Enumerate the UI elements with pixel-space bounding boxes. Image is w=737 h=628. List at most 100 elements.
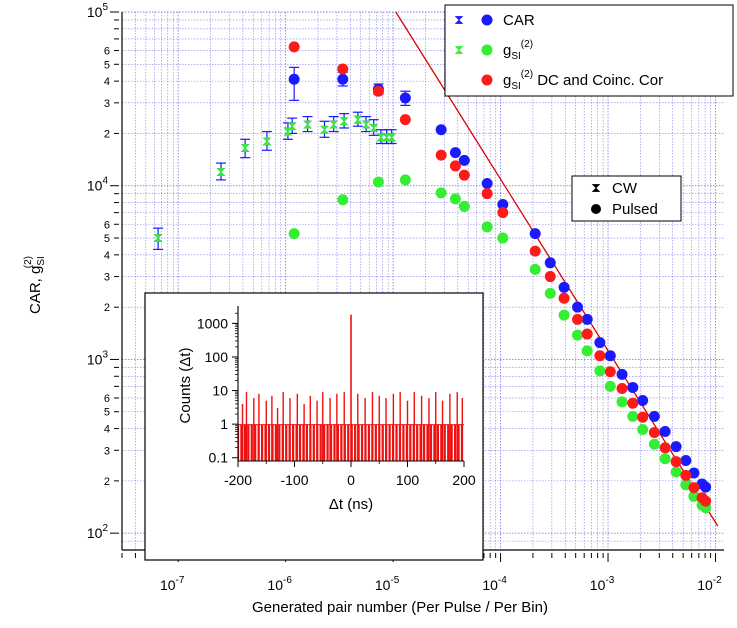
- point-pulsed: [544, 271, 556, 283]
- point-pulsed: [558, 292, 570, 304]
- point-pulsed: [700, 495, 712, 507]
- inset-chart: 0.1 1 10 100 1000 -200 -100 0 100 200 Δt (ns) Count…: [144, 292, 484, 561]
- point-pulsed: [616, 383, 628, 395]
- inset-x-tick-label: -200: [224, 472, 252, 488]
- point-pulsed: [481, 221, 493, 233]
- point-pulsed: [680, 454, 692, 466]
- point-cw: [387, 133, 397, 142]
- inset-y-tick-label: 100: [205, 349, 229, 365]
- point-cw: [369, 124, 379, 132]
- point-cw: [376, 133, 386, 142]
- point-cw: [339, 117, 349, 126]
- point-pulsed: [435, 149, 447, 161]
- legend-cw-marker: [454, 46, 464, 54]
- y-minor-label: 3: [104, 445, 110, 457]
- point-cw: [240, 144, 250, 152]
- marker-legend-label: CW: [612, 180, 638, 197]
- x-tick-label: 10-2: [697, 575, 722, 593]
- point-pulsed: [481, 177, 493, 189]
- legend-label: gSI(2): [503, 39, 533, 62]
- inset-x-tick-label: -100: [280, 472, 308, 488]
- point-pulsed: [399, 114, 411, 126]
- inset-y-tick-label: 10: [212, 383, 228, 399]
- point-pulsed: [458, 169, 470, 181]
- data-points: [153, 41, 712, 514]
- point-pulsed: [637, 424, 649, 436]
- point-pulsed: [604, 350, 616, 362]
- legend-cw-marker: [454, 16, 464, 24]
- point-pulsed: [572, 313, 584, 325]
- point-pulsed: [458, 154, 470, 166]
- inset-x-tick-label: 100: [396, 472, 420, 488]
- legend-pulsed-marker: [481, 44, 493, 56]
- inset-y-tick-label: 1: [220, 416, 228, 432]
- point-cw: [287, 122, 297, 131]
- point-pulsed: [637, 411, 649, 423]
- point-cw: [353, 115, 363, 124]
- point-pulsed: [680, 469, 692, 481]
- point-pulsed: [372, 85, 384, 97]
- y-tick-label: 104: [87, 176, 109, 194]
- x-tick-label: 10-7: [160, 575, 185, 593]
- y-minor-label: 6: [104, 46, 110, 58]
- y-tick-label: 102: [87, 523, 109, 541]
- main-ticks: 10-7 10-6 10-5 10-4 10-3 10-21021031041052345…: [87, 2, 722, 593]
- point-pulsed: [572, 301, 584, 313]
- legend-pulsed-marker: [481, 14, 493, 26]
- point-pulsed: [372, 176, 384, 188]
- fit-line-layer: [395, 12, 719, 527]
- point-pulsed: [558, 309, 570, 321]
- y-minor-label: 2: [104, 128, 110, 140]
- point-pulsed: [648, 438, 660, 450]
- point-pulsed: [558, 281, 570, 293]
- y-minor-label: 3: [104, 272, 110, 284]
- point-pulsed: [659, 442, 671, 454]
- point-cw: [329, 120, 339, 129]
- legend-label: CAR: [503, 12, 535, 29]
- marker-legend-box: [571, 175, 682, 222]
- inset-x-axis-label: Δt (ns): [329, 496, 373, 513]
- legend: CAR gSI(2) gSI(2) DC and Coinc. Cor: [444, 4, 734, 97]
- point-pulsed: [399, 174, 411, 186]
- y-minor-label: 5: [104, 59, 110, 71]
- point-pulsed: [604, 380, 616, 392]
- point-pulsed: [627, 410, 639, 422]
- point-pulsed: [594, 337, 606, 349]
- x-tick-label: 10-4: [482, 575, 507, 593]
- point-cw: [153, 234, 163, 242]
- point-pulsed: [449, 160, 461, 172]
- point-pulsed: [659, 453, 671, 465]
- point-cw: [320, 125, 329, 134]
- y-minor-label: 4: [104, 250, 110, 262]
- marker-legend: CW Pulsed: [571, 175, 682, 222]
- point-pulsed: [497, 232, 509, 244]
- inset-x-tick-label: 200: [452, 472, 476, 488]
- y-tick-label: 103: [87, 349, 109, 367]
- legend-pulsed-marker: [481, 74, 493, 86]
- y-minor-label: 4: [104, 424, 110, 436]
- point-pulsed: [581, 328, 593, 340]
- point-pulsed: [648, 426, 660, 438]
- point-cw: [262, 137, 272, 146]
- inset-x-tick-label: 0: [347, 472, 355, 488]
- point-pulsed: [449, 147, 461, 159]
- point-pulsed: [529, 245, 541, 257]
- point-cw: [303, 120, 312, 129]
- point-pulsed: [670, 456, 682, 468]
- point-pulsed: [627, 381, 639, 393]
- point-pulsed: [458, 200, 470, 212]
- x-axis-label: Generated pair number (Per Pulse / Per B…: [252, 599, 548, 616]
- point-pulsed: [399, 92, 411, 104]
- point-pulsed: [627, 397, 639, 409]
- y-axis-label: CAR, gSI(2): [23, 256, 47, 314]
- y-minor-label: 6: [104, 219, 110, 231]
- marker-legend-label: Pulsed: [612, 201, 658, 218]
- point-pulsed: [659, 425, 671, 437]
- point-pulsed: [637, 395, 649, 407]
- svg-text:CAR, gSI(2): CAR, gSI(2): [23, 256, 47, 314]
- x-tick-label: 10-3: [590, 575, 615, 593]
- point-pulsed: [616, 368, 628, 380]
- point-pulsed: [481, 188, 493, 200]
- point-pulsed: [700, 481, 712, 493]
